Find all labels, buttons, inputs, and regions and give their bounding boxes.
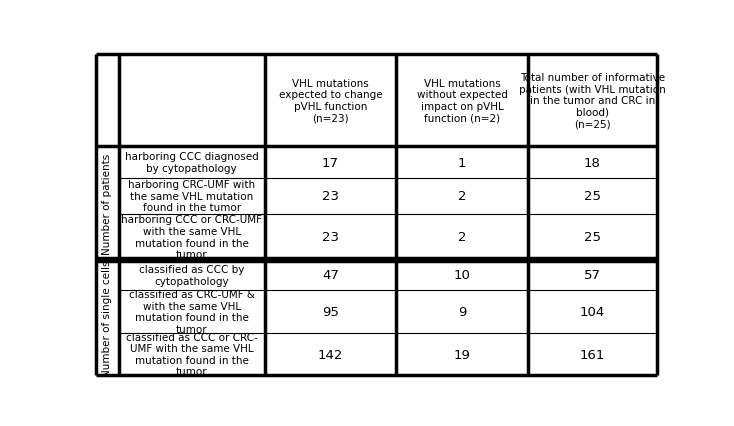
- Text: 2: 2: [458, 190, 466, 203]
- Text: 95: 95: [322, 305, 339, 318]
- Text: 161: 161: [580, 348, 605, 361]
- Text: harboring CCC or CRC-UMF
with the same VHL
mutation found in the
tumor: harboring CCC or CRC-UMF with the same V…: [121, 215, 262, 259]
- Text: 23: 23: [322, 231, 339, 244]
- Text: harboring CRC-UMF with
the same VHL mutation
found in the tumor: harboring CRC-UMF with the same VHL muta…: [128, 180, 255, 213]
- Text: 57: 57: [584, 269, 601, 282]
- Text: 23: 23: [322, 190, 339, 203]
- Text: VHL mutations
without expected
impact on pVHL
function (n=2): VHL mutations without expected impact on…: [417, 79, 508, 124]
- Text: 17: 17: [322, 156, 339, 169]
- Text: 9: 9: [458, 305, 466, 318]
- Text: 18: 18: [584, 156, 601, 169]
- Text: 104: 104: [580, 305, 605, 318]
- Text: 10: 10: [454, 269, 470, 282]
- Text: 2: 2: [458, 231, 466, 244]
- Text: VHL mutations
expected to change
pVHL function
(n=23): VHL mutations expected to change pVHL fu…: [279, 79, 382, 124]
- Text: harboring CCC diagnosed
by cytopathology: harboring CCC diagnosed by cytopathology: [125, 152, 258, 173]
- Text: 1: 1: [458, 156, 466, 169]
- Text: 47: 47: [322, 269, 339, 282]
- Text: Number of single cells: Number of single cells: [102, 259, 112, 376]
- Text: 25: 25: [584, 190, 601, 203]
- Text: 142: 142: [318, 348, 343, 361]
- Text: 19: 19: [454, 348, 470, 361]
- Text: Total number of informative
patients (with VHL mutation
in the tumor and CRC in
: Total number of informative patients (wi…: [519, 73, 666, 129]
- Text: Number of patients: Number of patients: [102, 153, 112, 254]
- Text: classified as CCC or CRC-
UMF with the same VHL
mutation found in the
tumor: classified as CCC or CRC- UMF with the s…: [126, 332, 258, 377]
- Text: 25: 25: [584, 231, 601, 244]
- Text: classified as CCC by
cytopathology: classified as CCC by cytopathology: [139, 265, 244, 286]
- Text: classified as CRC-UMF &
with the same VHL
mutation found in the
tumor: classified as CRC-UMF & with the same VH…: [128, 290, 255, 334]
